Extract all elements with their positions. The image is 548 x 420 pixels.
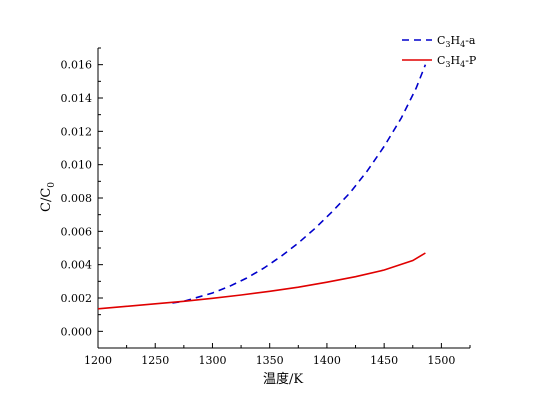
y-axis-title-main: C/C: [39, 188, 54, 212]
y-tick-label: 0.006: [61, 225, 93, 238]
legend-label-1: C3H4-a: [437, 34, 476, 49]
y-tick-label: 0.012: [61, 125, 93, 138]
y-tick-label: 0.002: [61, 292, 93, 305]
y-tick-label: 0.014: [61, 92, 93, 105]
legend-label-part: -a: [465, 34, 476, 47]
y-tick-label: 0.000: [61, 325, 93, 338]
legend-label-part: 4: [460, 60, 465, 69]
y-axis-title-subscript: 0: [47, 182, 57, 188]
y-axis-title: C/C0: [39, 182, 57, 212]
y-tick-label: 0.008: [61, 192, 93, 205]
legend-label-part: 3: [445, 60, 450, 69]
x-axis: 1200 1250 1300 1350 1400 1450 1500: [84, 343, 471, 367]
legend-label-part: H: [451, 54, 461, 67]
series-layer: [97, 64, 427, 310]
legend-label-part: C: [437, 34, 445, 47]
x-tick-label: 1350: [256, 354, 284, 367]
series-line-2: [97, 252, 426, 310]
y-tick-label: 0.016: [61, 59, 93, 72]
series-line-1: [172, 64, 427, 304]
x-axis-title: 温度/K: [263, 371, 303, 387]
legend-label-part: 3: [445, 40, 450, 49]
legend-label-part: C: [437, 54, 445, 67]
legend-label-part: H: [451, 34, 461, 47]
svg-text:C/C0: C/C0: [39, 182, 57, 212]
x-tick-label: 1400: [313, 354, 341, 367]
x-tick-label: 1250: [141, 354, 169, 367]
y-tick-label: 0.010: [61, 159, 93, 172]
legend-label-part: -P: [465, 54, 477, 67]
x-tick-label: 1500: [427, 354, 455, 367]
plot-axes: [97, 48, 470, 349]
legend-label-part: 4: [460, 40, 465, 49]
y-axis: 0.000 0.002 0.004 0.006 0.008 0.010 0.012 0.014…: [61, 47, 103, 349]
x-tick-label: 1200: [84, 354, 112, 367]
x-tick-label: 1450: [370, 354, 398, 367]
x-tick-label: 1300: [198, 354, 226, 367]
y-tick-label: 0.004: [61, 259, 93, 272]
legend-label-2: C3H4-P: [437, 54, 477, 69]
